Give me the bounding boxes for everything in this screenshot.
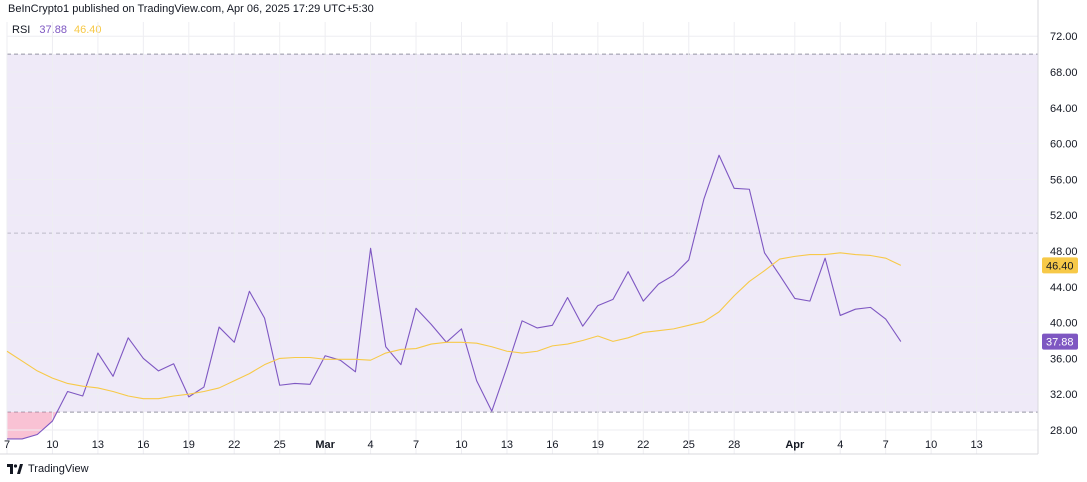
x-tick-label: 10 bbox=[455, 439, 467, 451]
rsi-value-badge bbox=[1042, 333, 1078, 350]
x-tick-label: 13 bbox=[501, 439, 513, 451]
x-tick-label: Apr bbox=[785, 439, 805, 451]
x-tick-label: Mar bbox=[315, 439, 335, 451]
x-tick-label: 22 bbox=[637, 439, 649, 451]
tradingview-brand-label: TradingView bbox=[28, 463, 89, 475]
x-tick-label: 25 bbox=[274, 439, 286, 451]
x-tick-label: 16 bbox=[546, 439, 558, 451]
legend-ma-value: 46.40 bbox=[74, 24, 102, 36]
x-tick-label: 19 bbox=[592, 439, 604, 451]
rsi-value-badge-text: 37.88 bbox=[1046, 337, 1074, 349]
ma-value-badge-text: 46.40 bbox=[1046, 260, 1074, 272]
indicator-legend[interactable]: RSI 37.88 46.40 bbox=[12, 24, 102, 36]
series-lines bbox=[6, 154, 902, 440]
legend-rsi-value: 37.88 bbox=[39, 24, 67, 36]
y-tick-label: 40.00 bbox=[1050, 318, 1078, 330]
y-tick-label: 48.00 bbox=[1050, 246, 1078, 258]
ma-value-badge bbox=[1042, 257, 1078, 274]
x-tick-label: 7 bbox=[4, 439, 10, 451]
rsi-line bbox=[7, 154, 902, 440]
tradingview-logo-icon bbox=[7, 464, 23, 474]
publisher-caption: BeInCrypto1 published on TradingView.com… bbox=[8, 3, 374, 15]
tradingview-footer[interactable]: TradingView bbox=[7, 463, 89, 475]
y-tick-label: 72.00 bbox=[1050, 31, 1078, 43]
x-axis[interactable]: 7 10 13 16 19 22 25 Mar 4 7 10 13 16 19 22 25 28 Apr 4 7 10 1… bbox=[4, 439, 983, 451]
chart-grid bbox=[0, 0, 1039, 455]
legend-indicator-name: RSI bbox=[12, 24, 31, 36]
x-tick-label: 25 bbox=[683, 439, 695, 451]
x-tick-label: 22 bbox=[228, 439, 240, 451]
y-tick-label: 68.00 bbox=[1050, 67, 1078, 79]
rsi-ma-line bbox=[6, 252, 902, 400]
x-tick-label: 7 bbox=[883, 439, 889, 451]
rsi-bands bbox=[7, 53, 1038, 439]
y-axis[interactable]: 28.00 32.00 36.00 40.00 44.00 48.00 52.00 56.00… bbox=[1050, 31, 1078, 437]
x-tick-label: 10 bbox=[925, 439, 937, 451]
y-tick-label: 32.00 bbox=[1050, 389, 1078, 401]
y-tick-label: 44.00 bbox=[1050, 282, 1078, 294]
x-tick-label: 16 bbox=[137, 439, 149, 451]
y-tick-label: 56.00 bbox=[1050, 174, 1078, 186]
x-tick-label: 4 bbox=[837, 439, 843, 451]
value-badges: 46.40 37.88 bbox=[1042, 257, 1078, 350]
x-tick-label: 13 bbox=[92, 439, 104, 451]
y-tick-label: 36.00 bbox=[1050, 353, 1078, 365]
y-tick-label: 52.00 bbox=[1050, 210, 1078, 222]
x-tick-label: 4 bbox=[368, 439, 374, 451]
y-tick-label: 64.00 bbox=[1050, 103, 1078, 115]
oversold-area bbox=[7, 412, 58, 439]
x-tick-label: 7 bbox=[413, 439, 419, 451]
x-tick-label: 28 bbox=[728, 439, 740, 451]
x-tick-label: 10 bbox=[46, 439, 58, 451]
x-tick-label: 19 bbox=[183, 439, 195, 451]
y-tick-label: 60.00 bbox=[1050, 139, 1078, 151]
y-tick-label: 28.00 bbox=[1050, 425, 1078, 437]
x-tick-label: 13 bbox=[970, 439, 982, 451]
